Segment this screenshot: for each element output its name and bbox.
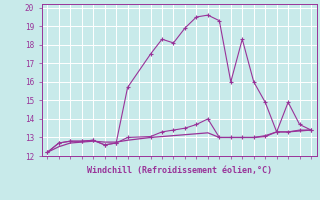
X-axis label: Windchill (Refroidissement éolien,°C): Windchill (Refroidissement éolien,°C) — [87, 166, 272, 175]
